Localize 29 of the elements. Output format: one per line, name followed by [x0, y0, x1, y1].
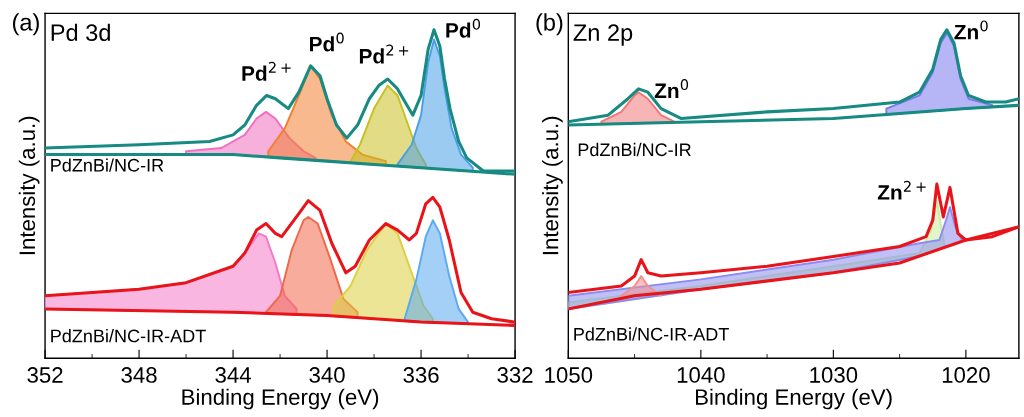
annotation: PdZnBi/NC-IR: [578, 142, 691, 157]
x-tick-label: 352: [27, 367, 63, 383]
chart-title: Pd 3d: [51, 23, 110, 42]
x-tick-label: 344: [215, 367, 251, 383]
x-axis-title: Binding Energy (eV): [695, 388, 892, 410]
x-tick-label: 336: [403, 367, 439, 383]
annotation: Pd$^{0}$: [310, 32, 344, 52]
y-axis-title: Intensity (a.u.): [542, 116, 563, 255]
x-axis-title: Binding Energy (eV): [182, 388, 379, 410]
x-tick-label: 1040: [677, 367, 725, 383]
x-tick-label: 348: [121, 367, 157, 383]
annotation: Pd$^{2+}$: [359, 44, 409, 64]
x-tick-label: 332: [497, 367, 533, 383]
annotation: PdZnBi/NC-IR: [51, 158, 164, 172]
annotation: Pd$^{0}$: [446, 18, 481, 38]
annotation: PdZnBi/NC-IR-ADT: [51, 329, 206, 343]
annotation: PdZnBi/NC-IR-ADT: [574, 327, 729, 341]
annotation: Zn$^{0}$: [654, 79, 689, 98]
x-tick-label: 1050: [545, 367, 593, 383]
chart-title: Zn 2p: [573, 24, 633, 46]
x-tick-label: 340: [309, 367, 345, 383]
annotation: Pd$^{2+}$: [242, 61, 291, 81]
annotation: Zn$^{2+}$: [877, 180, 926, 200]
x-tick-label: 1030: [810, 367, 858, 383]
y-axis-title: Intensity (a.u.): [18, 116, 40, 255]
text: (b): [536, 13, 563, 36]
x-tick-label: 1020: [942, 367, 990, 383]
annotation: Zn$^{0}$: [954, 20, 988, 40]
text: (a): [12, 13, 39, 36]
